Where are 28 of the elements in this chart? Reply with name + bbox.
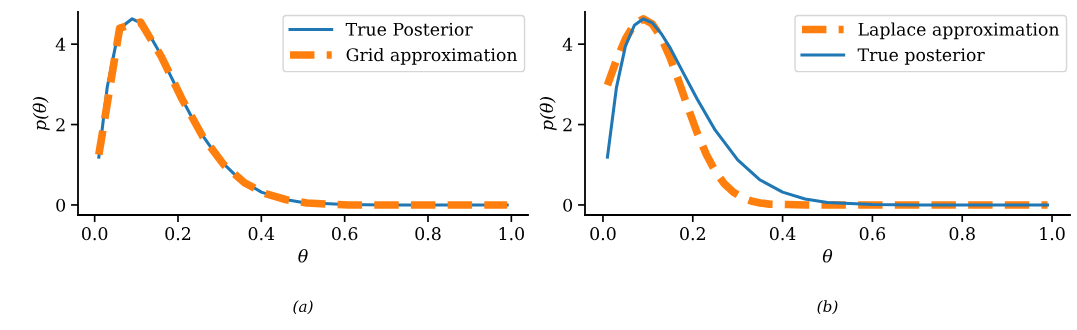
y-tick-label: 4: [55, 37, 66, 51]
x-tick-label: 0.8: [415, 227, 441, 241]
x-tick-label: 1.0: [499, 227, 524, 241]
y-tick-label: 4: [562, 37, 573, 51]
y-axis-title: p(θ): [539, 97, 557, 131]
x-tick-label: 0.6: [859, 227, 886, 241]
x-tick-label: 0.8: [949, 227, 975, 241]
x-axis-title: θ: [298, 248, 308, 263]
y-axis-title: p(θ): [32, 97, 50, 131]
text: (a): [293, 300, 313, 315]
legend-label: True Posterior: [345, 22, 473, 36]
y-tick-label: 0: [56, 198, 66, 212]
x-tick-label: 1.0: [1040, 227, 1065, 241]
y-tick-label: 0: [563, 198, 573, 212]
y-tick-label: 2: [56, 118, 65, 132]
y-tick-label: 2: [563, 118, 572, 132]
x-tick-label: 0.0: [82, 227, 108, 241]
x-tick-label: 0.2: [680, 227, 705, 241]
x-tick-label: 0.0: [590, 227, 616, 241]
legend-label: True posterior: [857, 48, 985, 65]
x-tick-label: 0.4: [769, 227, 796, 241]
x-tick-label: 0.6: [332, 227, 358, 241]
x-tick-label: 0.2: [165, 227, 191, 241]
legend-label: Grid approximation: [346, 47, 518, 65]
text: (b): [817, 300, 838, 315]
x-tick-label: 0.4: [248, 227, 275, 241]
legend-label: Laplace approximation: [858, 22, 1060, 40]
x-axis-title: θ: [822, 248, 833, 263]
